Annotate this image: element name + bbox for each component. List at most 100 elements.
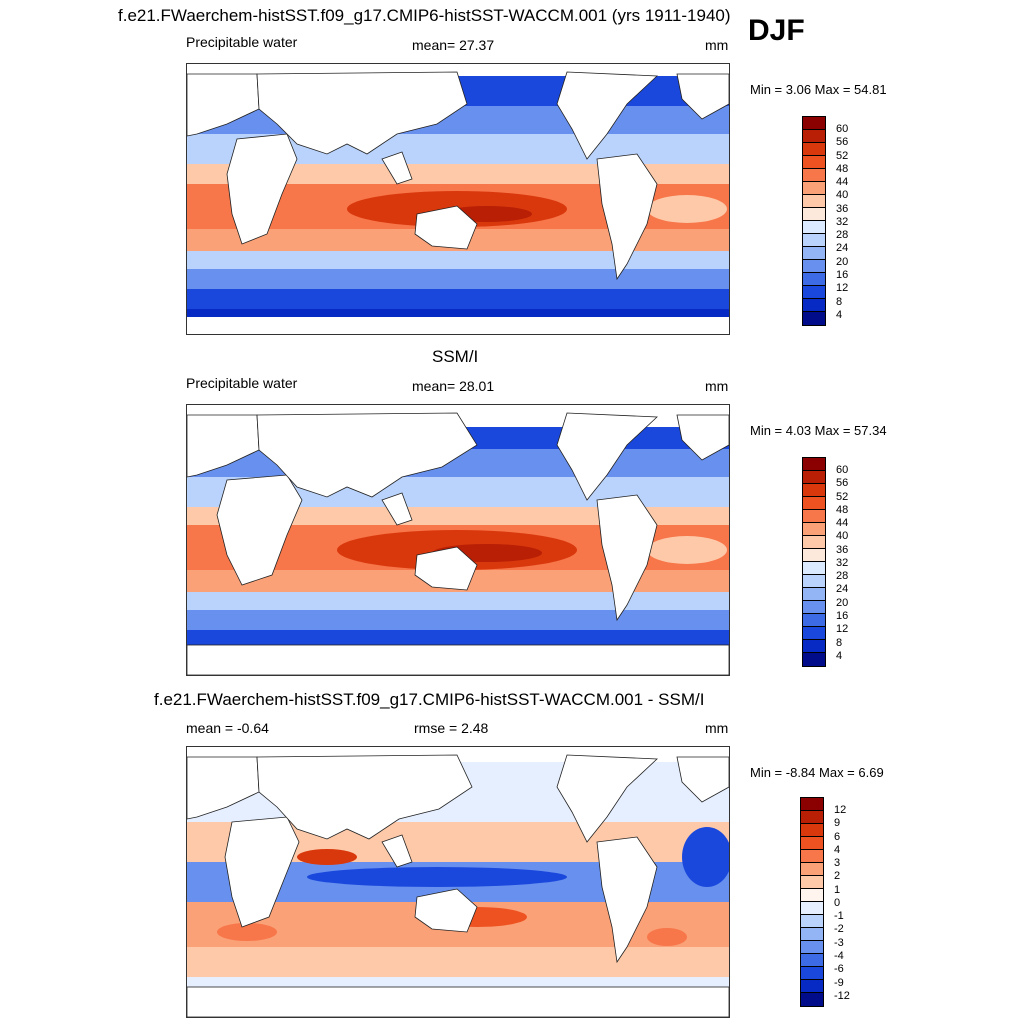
colorbar-tick: 16 (836, 610, 849, 622)
panel3-colorbar-swatch (801, 902, 823, 915)
panel1-colorbar-swatch (803, 130, 825, 143)
colorbar-tick: 12 (834, 804, 847, 816)
panel2-colorbar-swatch (803, 614, 825, 627)
panel3-mean-label: mean = -0.64 (186, 720, 269, 736)
colorbar-tick: 3 (834, 857, 841, 869)
colorbar-tick: 44 (836, 517, 849, 529)
colorbar-tick: 9 (834, 817, 841, 829)
panel3-colorbar-swatch (801, 850, 823, 863)
panel2-colorbar-swatch (803, 497, 825, 510)
colorbar-tick: -6 (834, 963, 844, 975)
panel2-colorbar-swatch (803, 640, 825, 653)
panel1-colorbar-swatch (803, 273, 825, 286)
colorbar-tick: 0 (834, 897, 841, 909)
panel2-colorbar-swatch (803, 510, 825, 523)
panel3-map (186, 746, 730, 1018)
panel2-colorbar-swatch (803, 523, 825, 536)
panel3-map-field (187, 747, 729, 1017)
panel1-colorbar-swatch (803, 208, 825, 221)
panel3-colorbar-swatch (801, 837, 823, 850)
panel3-colorbar-swatch (801, 980, 823, 993)
panel3-colorbar-swatch (801, 863, 823, 876)
panel2-variable-label: Precipitable water (186, 375, 298, 391)
panel2-colorbar-swatch (803, 536, 825, 549)
panel3-colorbar-swatch (801, 915, 823, 928)
panel1-colorbar-swatch (803, 195, 825, 208)
panel1-colorbar-swatch (803, 169, 825, 182)
panel1-colorbar-swatch (803, 117, 825, 130)
colorbar-tick: 24 (836, 242, 849, 254)
panel3-colorbar-swatch (801, 889, 823, 902)
colorbar-tick: 56 (836, 136, 849, 148)
panel1-colorbar (802, 116, 826, 326)
colorbar-tick: 56 (836, 477, 849, 489)
colorbar-tick: -2 (834, 923, 844, 935)
panel3-title: f.e21.FWaerchem-histSST.f09_g17.CMIP6-hi… (154, 690, 705, 709)
panel1-colorbar-swatch (803, 247, 825, 260)
panel2-colorbar-swatch (803, 484, 825, 497)
colorbar-tick: 60 (836, 464, 849, 476)
panel1-colorbar-swatch (803, 312, 825, 325)
colorbar-tick: 16 (836, 269, 849, 281)
panel3-colorbar-swatch (801, 954, 823, 967)
panel2-title: SSM/I (432, 347, 479, 366)
panel2-mean-label: mean= 28.01 (412, 378, 495, 394)
colorbar-tick: -4 (834, 950, 844, 962)
panel1-colorbar-swatch (803, 299, 825, 312)
colorbar-tick: 32 (836, 557, 849, 569)
colorbar-tick: 40 (836, 189, 849, 201)
colorbar-tick: 28 (836, 229, 849, 241)
panel2-units-label: mm (705, 378, 729, 394)
colorbar-tick: 48 (836, 163, 849, 175)
colorbar-tick: 36 (836, 544, 849, 556)
panel3-colorbar-swatch (801, 928, 823, 941)
panel1-map-field (187, 64, 729, 334)
panel3-colorbar-swatch (801, 876, 823, 889)
panel2-map-field (187, 405, 729, 675)
panel1-colorbar-swatch (803, 221, 825, 234)
panel3-colorbar-swatch (801, 967, 823, 980)
colorbar-tick: 12 (836, 282, 849, 294)
panel3-colorbar-swatch (801, 941, 823, 954)
colorbar-tick: 12 (836, 623, 849, 635)
colorbar-tick: -3 (834, 937, 844, 949)
panel1-mean-label: mean= 27.37 (412, 37, 495, 53)
colorbar-tick: -1 (834, 910, 844, 922)
panel1-map (186, 63, 730, 335)
panel1-title: f.e21.FWaerchem-histSST.f09_g17.CMIP6-hi… (118, 6, 731, 25)
panel1-colorbar-swatch (803, 260, 825, 273)
season-label: DJF (748, 14, 805, 47)
panel2-colorbar-swatch (803, 653, 825, 666)
panel2-minmax: Min = 4.03 Max = 57.34 (750, 423, 887, 438)
panel2-colorbar-swatch (803, 601, 825, 614)
panel3-rmse-label: rmse = 2.48 (414, 720, 489, 736)
panel1-colorbar-swatch (803, 286, 825, 299)
panel1-colorbar-swatch (803, 143, 825, 156)
colorbar-tick: 40 (836, 530, 849, 542)
panel3-colorbar (800, 797, 824, 1007)
panel2-colorbar-swatch (803, 458, 825, 471)
panel3-minmax: Min = -8.84 Max = 6.69 (750, 765, 884, 780)
colorbar-tick: 2 (834, 870, 841, 882)
colorbar-tick: 8 (836, 296, 843, 308)
panel2-colorbar (802, 457, 826, 667)
panel1-colorbar-swatch (803, 156, 825, 169)
colorbar-tick: 24 (836, 583, 849, 595)
panel2-colorbar-swatch (803, 575, 825, 588)
panel3-colorbar-swatch (801, 824, 823, 837)
colorbar-tick: 4 (834, 844, 841, 856)
colorbar-tick: 44 (836, 176, 849, 188)
panel1-colorbar-swatch (803, 234, 825, 247)
panel2-colorbar-swatch (803, 627, 825, 640)
panel2-colorbar-swatch (803, 549, 825, 562)
colorbar-tick: -9 (834, 977, 844, 989)
colorbar-tick: 4 (836, 309, 843, 321)
panel1-minmax: Min = 3.06 Max = 54.81 (750, 82, 887, 97)
panel2-colorbar-swatch (803, 588, 825, 601)
colorbar-tick: 52 (836, 150, 849, 162)
colorbar-tick: 28 (836, 570, 849, 582)
colorbar-tick: -12 (834, 990, 850, 1002)
colorbar-tick: 1 (834, 884, 841, 896)
colorbar-tick: 8 (836, 637, 843, 649)
panel2-colorbar-swatch (803, 471, 825, 484)
